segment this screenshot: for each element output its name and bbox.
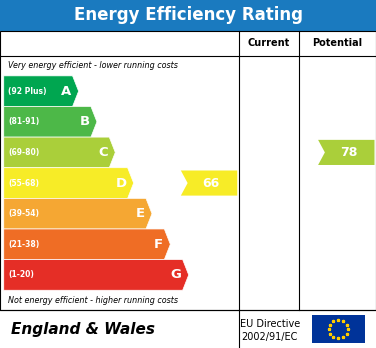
Text: E: E — [136, 207, 145, 220]
Text: (21-38): (21-38) — [8, 240, 39, 249]
Text: (55-68): (55-68) — [8, 179, 39, 188]
Text: England & Wales: England & Wales — [11, 322, 155, 337]
Text: A: A — [61, 85, 71, 98]
Bar — [0, 310, 376, 348]
Text: G: G — [171, 268, 182, 282]
Text: D: D — [115, 176, 126, 190]
Text: F: F — [154, 238, 163, 251]
Polygon shape — [4, 260, 189, 290]
Text: (1-20): (1-20) — [8, 270, 34, 279]
Text: Very energy efficient - lower running costs: Very energy efficient - lower running co… — [8, 61, 177, 70]
Text: (39-54): (39-54) — [8, 209, 39, 218]
Text: Not energy efficient - higher running costs: Not energy efficient - higher running co… — [8, 296, 177, 305]
Polygon shape — [4, 229, 170, 260]
Polygon shape — [4, 137, 115, 168]
Bar — [0, 31, 376, 310]
Text: C: C — [99, 146, 108, 159]
Text: (92 Plus): (92 Plus) — [8, 87, 47, 96]
Text: 66: 66 — [203, 176, 220, 190]
Polygon shape — [4, 198, 152, 229]
Polygon shape — [181, 171, 237, 196]
Bar — [0, 0, 376, 31]
Text: (69-80): (69-80) — [8, 148, 39, 157]
Polygon shape — [4, 76, 79, 106]
Polygon shape — [4, 106, 97, 137]
Text: B: B — [80, 115, 90, 128]
Bar — [312, 315, 365, 343]
Text: Energy Efficiency Rating: Energy Efficiency Rating — [73, 6, 303, 24]
Polygon shape — [318, 140, 374, 165]
Polygon shape — [4, 168, 133, 198]
Text: Potential: Potential — [312, 38, 362, 48]
Text: 78: 78 — [340, 146, 357, 159]
Text: Current: Current — [248, 38, 290, 48]
Text: (81-91): (81-91) — [8, 117, 39, 126]
Text: EU Directive: EU Directive — [240, 318, 300, 329]
Text: 2002/91/EC: 2002/91/EC — [242, 332, 298, 342]
